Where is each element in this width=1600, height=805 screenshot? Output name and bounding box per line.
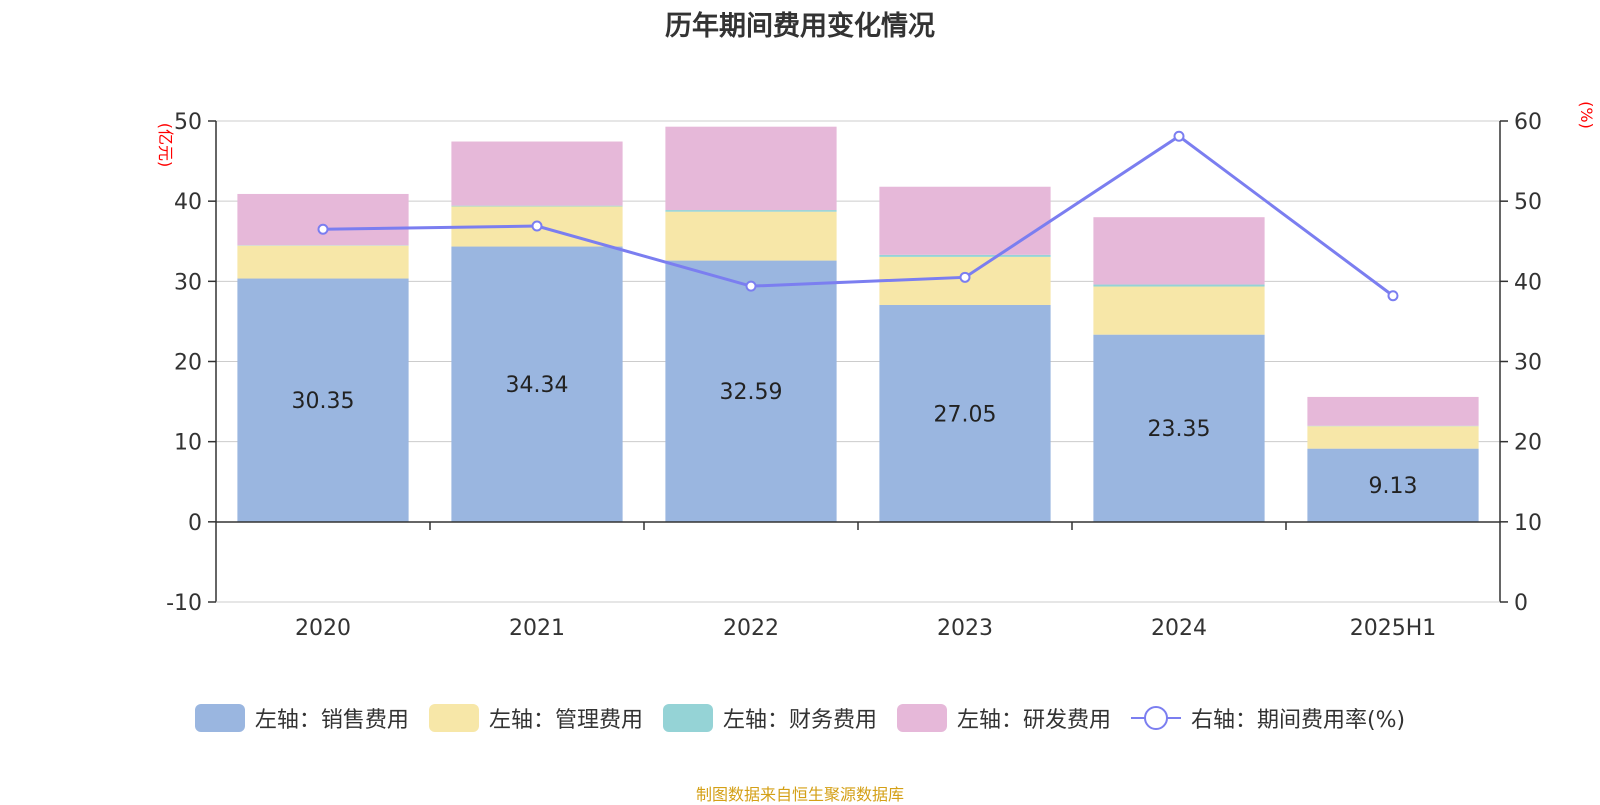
left-tick-label: 40 xyxy=(174,190,202,215)
bar-segment xyxy=(237,194,408,245)
rate-point xyxy=(1175,132,1184,141)
left-tick-label: 50 xyxy=(174,110,202,135)
legend-label: 左轴：财务费用 xyxy=(723,702,877,734)
x-tick-label: 2022 xyxy=(723,616,779,641)
bar-value-label: 23.35 xyxy=(1148,417,1211,442)
legend-swatch xyxy=(663,704,713,732)
bar-segment xyxy=(237,246,408,279)
bar-segment xyxy=(879,187,1050,255)
x-tick-label: 2021 xyxy=(509,616,565,641)
bar-value-label: 30.35 xyxy=(292,389,355,414)
right-tick-label: 30 xyxy=(1514,351,1542,376)
right-axis-unit: (%) xyxy=(1577,101,1596,129)
bar-segment xyxy=(451,206,622,207)
bar-segment xyxy=(665,212,836,261)
bar-value-label: 34.34 xyxy=(506,373,569,398)
bars xyxy=(237,127,1478,522)
left-tick-label: 10 xyxy=(174,431,202,456)
rate-point xyxy=(319,225,328,234)
left-tick-label: 20 xyxy=(174,351,202,376)
bar-value-label: 32.59 xyxy=(720,380,783,405)
rate-point xyxy=(961,273,970,282)
legend-label: 右轴：期间费用率(%) xyxy=(1191,702,1405,734)
left-tick-label: -10 xyxy=(166,591,202,616)
bar-segment xyxy=(1093,285,1264,287)
legend-item[interactable]: 左轴：销售费用 xyxy=(195,702,409,734)
legend-item[interactable]: 左轴：研发费用 xyxy=(897,702,1111,734)
left-tick-label: 30 xyxy=(174,270,202,295)
x-tick-label: 2020 xyxy=(295,616,351,641)
bar-value-label: 9.13 xyxy=(1369,474,1418,499)
right-tick-label: 60 xyxy=(1514,110,1542,135)
legend-line-swatch xyxy=(1131,704,1181,732)
bar-segment xyxy=(451,142,622,206)
bar-segment xyxy=(879,255,1050,257)
rate-point xyxy=(533,222,542,231)
bar-segment xyxy=(1307,397,1478,426)
legend-item[interactable]: 右轴：期间费用率(%) xyxy=(1131,702,1405,734)
legend-label: 左轴：研发费用 xyxy=(957,702,1111,734)
bar-segment xyxy=(1307,426,1478,448)
source-note: 制图数据来自恒生聚源数据库 xyxy=(0,781,1600,805)
legend: 左轴：销售费用 左轴：管理费用 左轴：财务费用 左轴：研发费用 右轴：期间费用率(%) xyxy=(0,702,1600,734)
left-tick-label: 0 xyxy=(188,511,202,536)
right-tick-label: 50 xyxy=(1514,190,1542,215)
legend-label: 左轴：销售费用 xyxy=(255,702,409,734)
rate-point xyxy=(747,282,756,291)
legend-swatch xyxy=(897,704,947,732)
rate-point xyxy=(1389,291,1398,300)
right-tick-label: 0 xyxy=(1514,591,1528,616)
bar-segment xyxy=(1093,217,1264,284)
bar-segment xyxy=(1093,287,1264,335)
left-axis-unit: (亿元) xyxy=(156,123,175,168)
bar-value-label: 27.05 xyxy=(934,402,997,427)
right-tick-label: 10 xyxy=(1514,511,1542,536)
legend-item[interactable]: 左轴：财务费用 xyxy=(663,702,877,734)
legend-label: 左轴：管理费用 xyxy=(489,702,643,734)
right-tick-label: 20 xyxy=(1514,431,1542,456)
legend-item[interactable]: 左轴：管理费用 xyxy=(429,702,643,734)
right-tick-label: 40 xyxy=(1514,270,1542,295)
x-tick-label: 2024 xyxy=(1151,616,1207,641)
legend-swatch xyxy=(195,704,245,732)
bar-segment xyxy=(665,127,836,210)
bar-segment xyxy=(665,210,836,212)
legend-swatch xyxy=(429,704,479,732)
x-tick-label: 2023 xyxy=(937,616,993,641)
x-tick-label: 2025H1 xyxy=(1350,616,1437,641)
chart-canvas: 50 40 30 20 10 0 -10 60 50 40 30 20 10 0 2020 2021 2022 2… xyxy=(0,0,1600,700)
